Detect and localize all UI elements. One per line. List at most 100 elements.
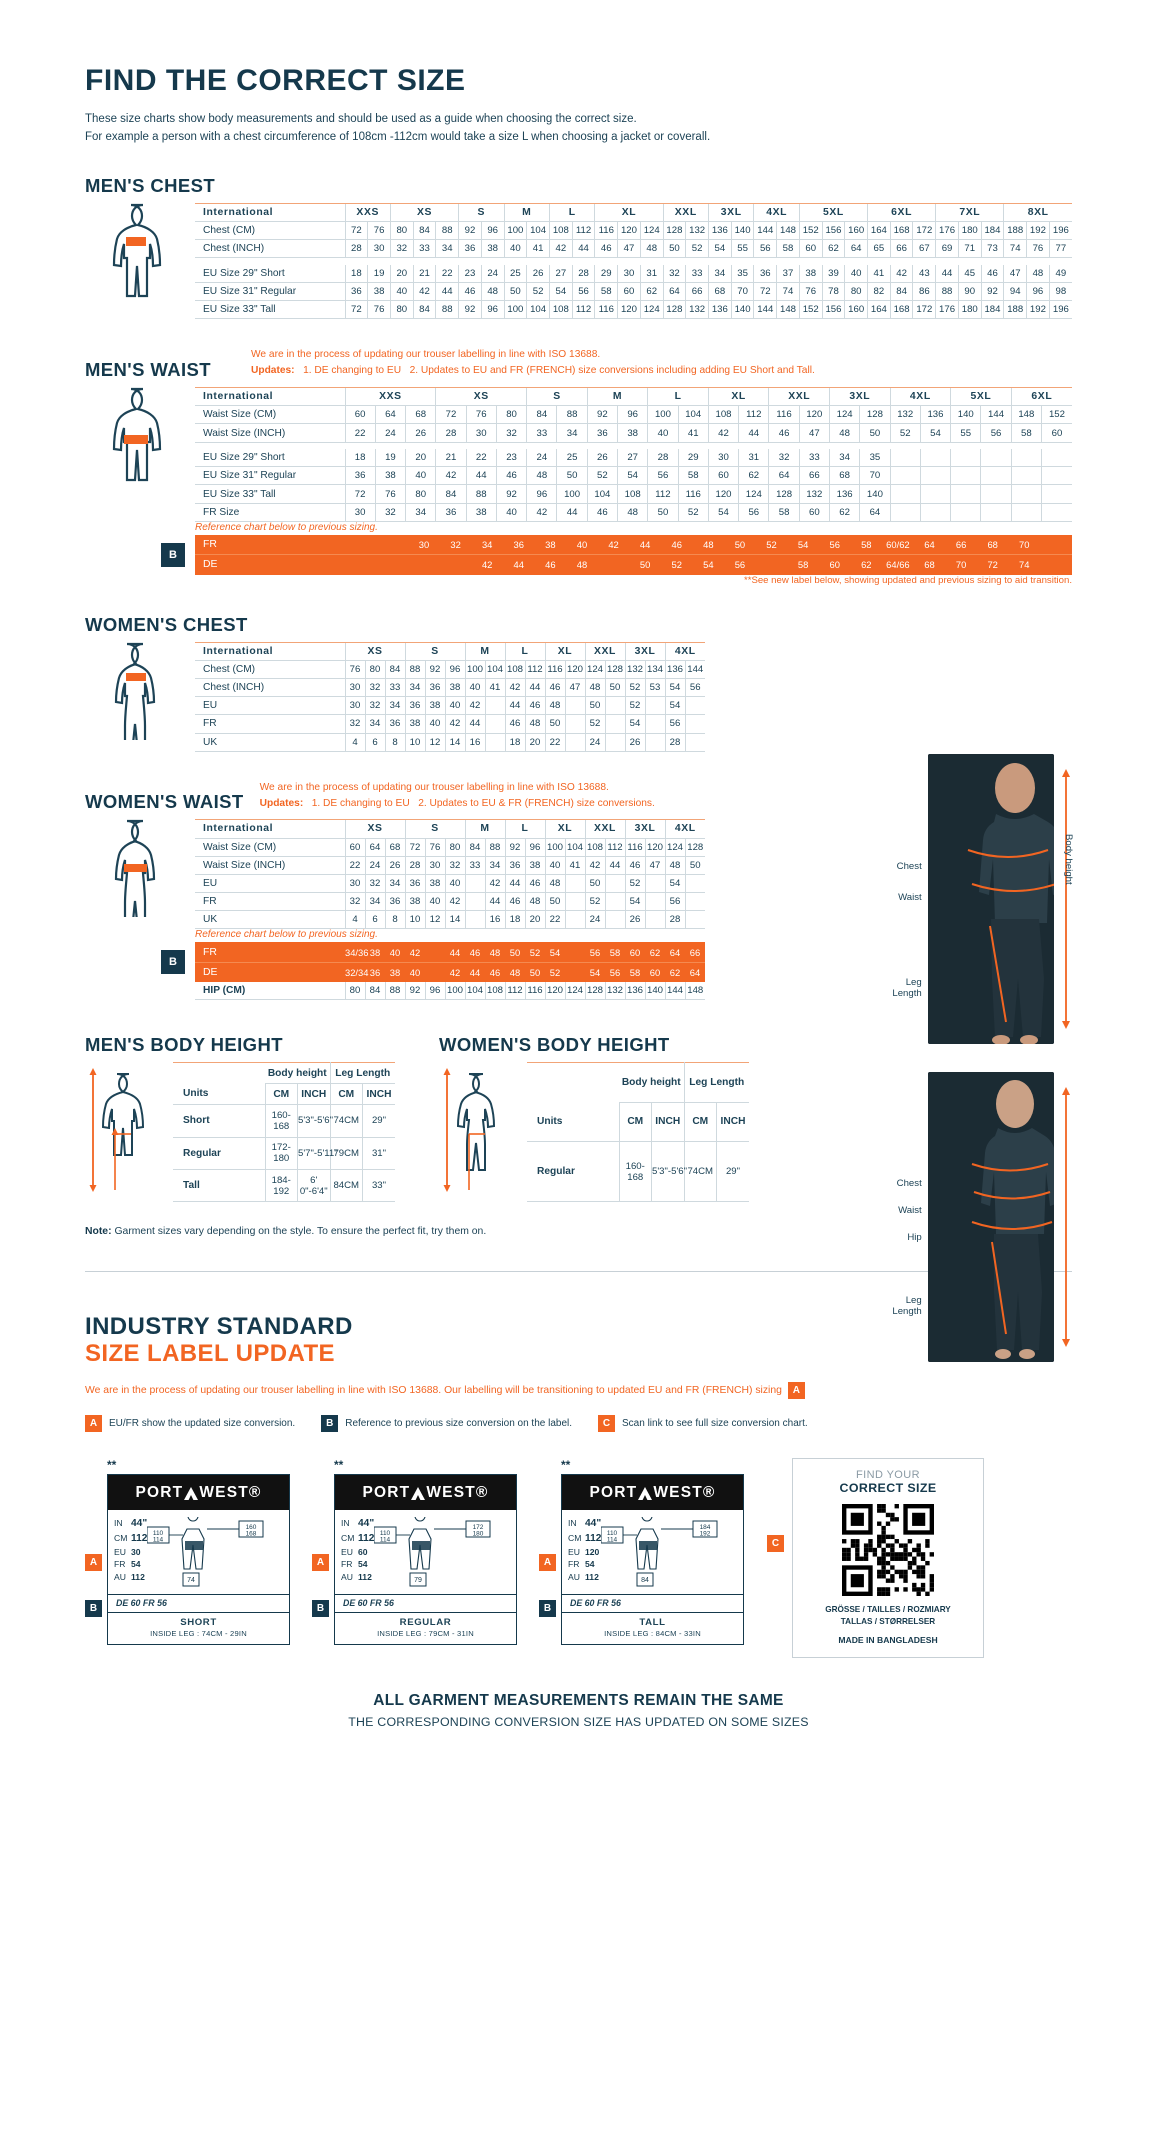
cell: 32 xyxy=(768,449,800,468)
cell: 58 xyxy=(1010,423,1042,443)
female-height-figure xyxy=(439,1062,527,1202)
cell: 88 xyxy=(466,484,497,504)
cell: 40 xyxy=(496,503,528,522)
cell: 36 xyxy=(385,892,406,912)
label-de-line: DE 60 FR 56 xyxy=(335,1594,516,1612)
cell xyxy=(565,714,586,734)
cell: 64 xyxy=(365,838,386,857)
ref-badge-b: B xyxy=(161,950,185,975)
cell: 56 xyxy=(647,466,679,486)
cell: 116 xyxy=(525,982,546,1001)
size-header: L xyxy=(504,642,546,661)
cell xyxy=(980,503,1012,522)
cell: 77 xyxy=(1049,239,1072,259)
cell: 148 xyxy=(1010,405,1042,425)
cell: 96 xyxy=(1026,282,1050,302)
bh-cell: 160-168 xyxy=(619,1141,652,1203)
cell: 124 xyxy=(565,982,586,1001)
cell xyxy=(950,466,982,486)
cell: 22 xyxy=(544,910,566,930)
bh-cell: 5'3"-5'6" xyxy=(651,1141,687,1203)
cell xyxy=(889,466,921,486)
cell: 26 xyxy=(405,423,437,443)
bottom-line-1: ALL GARMENT MEASUREMENTS REMAIN THE SAME xyxy=(373,1691,784,1709)
cell: 33 xyxy=(464,856,486,875)
cell xyxy=(645,910,666,930)
cell: 48 xyxy=(584,678,606,698)
cell: 92 xyxy=(981,282,1005,302)
callout-leg-length: Leg Length xyxy=(892,977,922,999)
spec-key: AU xyxy=(341,1571,353,1582)
cell: 42 xyxy=(485,874,506,894)
ref-cell: 60 xyxy=(829,559,840,571)
cell xyxy=(485,714,506,734)
cell: 74 xyxy=(1003,239,1028,259)
cell xyxy=(565,696,586,716)
portwest-logo-icon xyxy=(184,1486,199,1500)
cell: 128 xyxy=(662,300,687,320)
cell: 6 xyxy=(365,910,386,930)
ref-row: DE 32/34 36 38 40 42 44 46 48 50 52 54 56 58 60 62 64 xyxy=(195,962,705,982)
cell: 44 xyxy=(605,856,626,875)
cell xyxy=(565,892,586,912)
womens-waist-notes: We are in the process of updating our tr… xyxy=(244,780,705,814)
bh-units-label: Units xyxy=(173,1083,266,1106)
cell: 152 xyxy=(1041,405,1072,425)
cell: 80 xyxy=(365,660,386,679)
size-header: 8XL xyxy=(1003,203,1072,222)
cell: 42 xyxy=(890,264,914,284)
ref-cell: 50 xyxy=(639,559,651,571)
cell: 120 xyxy=(707,484,740,504)
cell: 80 xyxy=(445,838,466,857)
cell: 4 xyxy=(344,733,366,752)
cell: 56 xyxy=(753,239,778,259)
cell: 172 xyxy=(912,300,937,320)
mens-waist-table: International XXS XS S M L XL XXL 3XL 4XL 5XL 6XL Wa… xyxy=(195,388,1072,522)
bh-cell: 29" xyxy=(362,1104,395,1138)
cell: 56 xyxy=(664,892,686,912)
cell xyxy=(464,910,486,930)
cell: 184 xyxy=(981,221,1005,241)
spec-key: FR xyxy=(114,1559,126,1570)
cell: 80 xyxy=(844,282,869,302)
cell: 132 xyxy=(685,221,709,241)
spec-line: FR 54 xyxy=(114,1558,147,1570)
size-header: XL xyxy=(544,820,586,839)
cell xyxy=(605,714,626,734)
cell: 36 xyxy=(344,282,369,302)
size-header: XS xyxy=(389,203,460,222)
ref-cell: 70 xyxy=(1008,534,1041,556)
cell xyxy=(685,714,705,734)
tag-a-icon: A xyxy=(312,1554,329,1572)
cell: 134 xyxy=(645,660,666,679)
cell: 36 xyxy=(586,423,619,443)
label-de-line: DE 60 FR 56 xyxy=(562,1594,743,1612)
spec-value: 60 xyxy=(358,1547,368,1558)
womens-chest-header: WOMEN'S CHEST xyxy=(85,614,705,636)
cell: 28 xyxy=(572,264,596,284)
cell: 40 xyxy=(425,892,446,912)
spec-key: EU xyxy=(114,1547,126,1558)
cell: 140 xyxy=(731,221,755,241)
spec-value: 30 xyxy=(131,1547,141,1558)
cell: 104 xyxy=(678,405,709,425)
table-row: Waist Size (CM) 60 64 68 72 76 80 84 88 92 96 100 10… xyxy=(195,838,705,857)
cell: 48 xyxy=(481,282,505,302)
cell: 16 xyxy=(485,910,506,930)
table-row: EU 30 32 34 36 38 40 42 44 46 48 50 52 54 xyxy=(195,874,705,894)
industry-title-2: SIZE LABEL UPDATE xyxy=(85,1340,335,1368)
cell: 34 xyxy=(405,503,437,522)
cell: 50 xyxy=(685,856,705,875)
cell: 38 xyxy=(367,282,391,302)
mens-chest-table-wrap: International XXS XS S M L XL XXL 3XL 4XL 5XL 6XL 7X… xyxy=(195,202,1072,320)
mens-waist-footnote: **See new label below, showing updated a… xyxy=(743,574,1072,586)
svg-text:180: 180 xyxy=(473,1531,484,1538)
table-row: FR Size 30 32 34 36 38 40 42 44 46 48 50 52 54 56 58 60 6… xyxy=(195,503,1072,522)
womens-hip-chart: HIP (CM) 80 84 88 92 96 100 104 108 112 116 120 124 1… xyxy=(85,982,705,1001)
womens-chest-chart: International XS S M L XL XXL 3XL 4XL Chest (CM) 7… xyxy=(85,641,705,752)
cell: 88 xyxy=(385,982,406,1001)
cell: 100 xyxy=(503,221,528,241)
cell xyxy=(950,503,982,522)
cell: 56 xyxy=(738,503,770,522)
ref-cell: 50 xyxy=(529,967,541,979)
